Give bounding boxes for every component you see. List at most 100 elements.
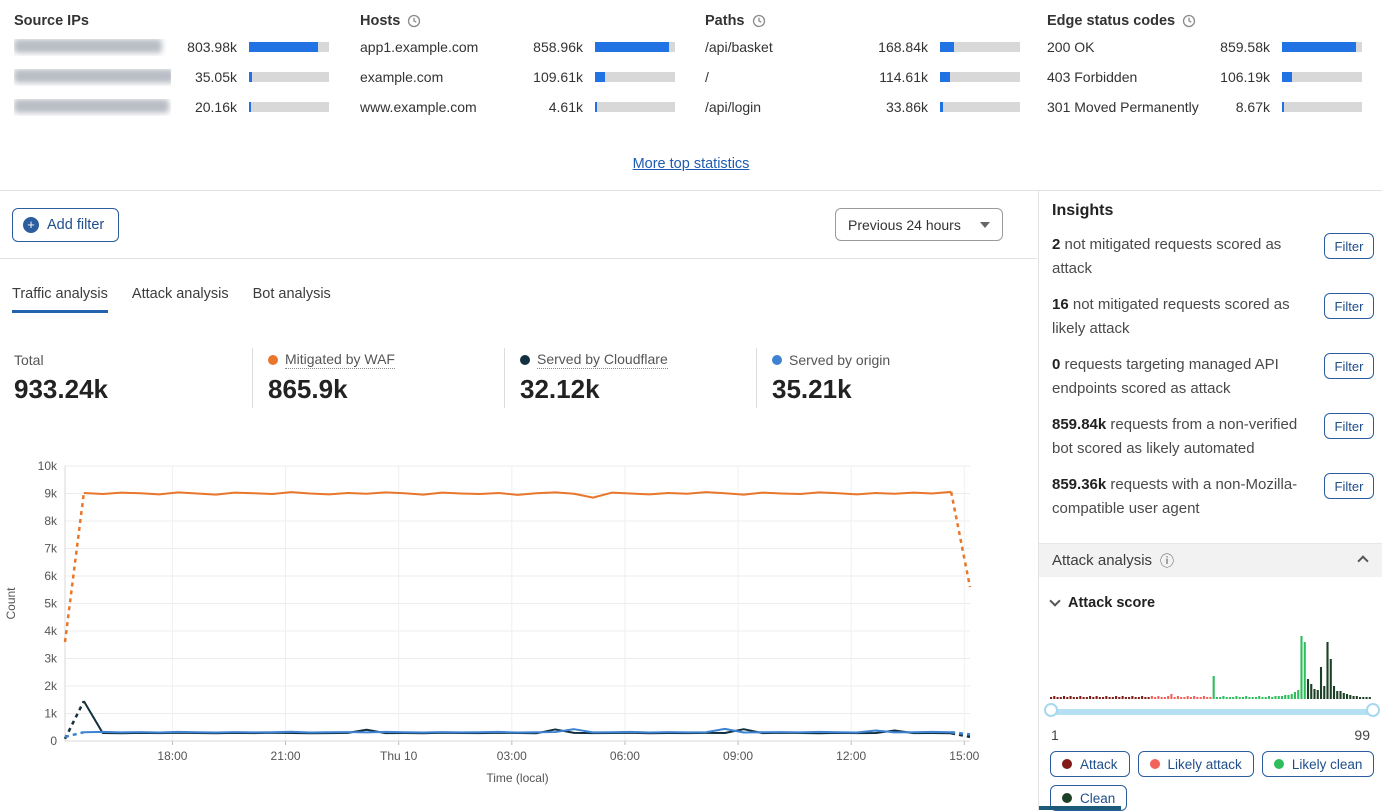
table-row: 20.16k (14, 92, 329, 122)
panel-paths: Paths /api/basket 168.84k / 114.61k /api… (705, 10, 1020, 122)
top-statistics-section: Source IPs 803.98k 35.05k 20.16k Hosts a… (0, 0, 1382, 172)
svg-text:15:00: 15:00 (949, 749, 979, 763)
info-icon[interactable]: ⓘ (1160, 552, 1175, 569)
svg-text:9k: 9k (44, 487, 58, 501)
svg-text:3k: 3k (44, 652, 58, 666)
table-row: app1.example.com 858.96k (360, 32, 675, 62)
stat-value: 859.58k (1220, 39, 1270, 55)
table-row: 35.05k (14, 62, 329, 92)
tabs-divider (0, 258, 1037, 259)
attack-score-legend: Attack Likely attack Likely clean Clean (1050, 751, 1375, 811)
svg-text:Thu 10: Thu 10 (380, 749, 418, 763)
insight-filter-button[interactable]: Filter (1324, 353, 1374, 379)
svg-text:06:00: 06:00 (610, 749, 640, 763)
slider-min-label: 1 (1051, 727, 1059, 743)
stat-value: 168.84k (878, 39, 928, 55)
stat-bar (249, 42, 329, 52)
panel-title: Source IPs (14, 13, 89, 29)
slider-handle-min[interactable] (1044, 703, 1058, 717)
section-divider (0, 190, 1382, 191)
slider-max-label: 99 (1354, 727, 1370, 743)
insight-item: 16 not mitigated requests scored as like… (1052, 293, 1374, 341)
redacted-source-ip (14, 38, 162, 53)
svg-text:09:00: 09:00 (723, 749, 753, 763)
stat-label: /api/login (705, 99, 762, 115)
tab-traffic-analysis[interactable]: Traffic analysis (12, 286, 108, 313)
redacted-source-ip (14, 68, 171, 83)
table-row: / 114.61k (705, 62, 1020, 92)
attack-score-section: Attack score (1049, 595, 1155, 611)
stat-mitigated-value: 865.9k (268, 374, 348, 404)
insight-count: 2 (1052, 236, 1061, 253)
analytics-main: + Add filter Previous 24 hours Traffic a… (0, 191, 1037, 810)
add-filter-button[interactable]: + Add filter (12, 208, 120, 242)
legend-button-likely-clean[interactable]: Likely clean (1261, 751, 1375, 777)
insight-item: 859.84k requests from a non-verified bot… (1052, 413, 1374, 461)
stat-label: app1.example.com (360, 39, 479, 55)
insight-item: 859.36k requests with a non-Mozilla-comp… (1052, 473, 1374, 521)
panel-source-ips: Source IPs 803.98k 35.05k 20.16k (14, 10, 329, 122)
insight-text: requests targeting managed API endpoints… (1052, 356, 1279, 397)
expand-chevron-down-icon[interactable] (1049, 595, 1061, 607)
time-range-select[interactable]: Previous 24 hours (835, 208, 1003, 241)
stat-divider (252, 348, 253, 408)
svg-text:03:00: 03:00 (497, 749, 527, 763)
svg-text:Count: Count (4, 587, 18, 620)
attack-dot (1062, 759, 1072, 769)
insight-count: 16 (1052, 296, 1069, 313)
svg-text:12:00: 12:00 (836, 749, 866, 763)
insight-item: 0 requests targeting managed API endpoin… (1052, 353, 1374, 401)
stat-label: 403 Forbidden (1047, 69, 1138, 85)
series-dot (268, 355, 278, 365)
stat-bar (595, 42, 675, 52)
redacted-source-ip (14, 98, 169, 113)
insight-text: requests from a non-verified bot scored … (1052, 416, 1298, 457)
tab-attack-analysis[interactable]: Attack analysis (131, 286, 229, 302)
stat-mitigated-by-waf: Mitigated by WAF 865.9k (268, 350, 503, 405)
stat-value: 8.67k (1235, 99, 1270, 115)
clipped-element-fragment (1039, 806, 1121, 810)
stat-served-by-cloudflare: Served by Cloudflare 32.12k (520, 350, 755, 405)
stat-served-cf-value: 32.12k (520, 374, 600, 404)
stat-bar (1282, 102, 1362, 112)
svg-text:18:00: 18:00 (157, 749, 187, 763)
insight-filter-button[interactable]: Filter (1324, 293, 1374, 319)
stat-served-origin-value: 35.21k (772, 374, 852, 404)
legend-button-likely-attack[interactable]: Likely attack (1137, 751, 1254, 777)
svg-text:21:00: 21:00 (271, 749, 301, 763)
svg-text:6k: 6k (44, 569, 58, 583)
insights-sidebar: Insights 2 not mitigated requests scored… (1038, 191, 1382, 811)
insight-filter-button[interactable]: Filter (1324, 473, 1374, 499)
svg-text:4k: 4k (44, 624, 58, 638)
more-top-statistics-link[interactable]: More top statistics (632, 156, 750, 172)
svg-text:5k: 5k (44, 597, 58, 611)
insight-filter-button[interactable]: Filter (1324, 413, 1374, 439)
stat-value: 20.16k (194, 99, 237, 115)
stat-divider (756, 348, 757, 408)
slider-handle-max[interactable] (1366, 703, 1380, 717)
legend-button-attack[interactable]: Attack (1050, 751, 1130, 777)
plus-icon: + (23, 217, 39, 233)
table-row: 803.98k (14, 32, 329, 62)
table-row: /api/basket 168.84k (705, 32, 1020, 62)
clock-icon (1182, 14, 1196, 28)
panel-edge-status-codes: Edge status codes 200 OK 859.58k 403 For… (1047, 10, 1362, 122)
svg-text:7k: 7k (44, 542, 58, 556)
summary-stats: Total 933.24k Mitigated by WAF 865.9k Se… (0, 346, 1037, 412)
table-row: 200 OK 859.58k (1047, 32, 1362, 62)
insight-count: 859.84k (1052, 416, 1107, 433)
insight-text: not mitigated requests scored as likely … (1052, 296, 1290, 337)
stat-label: /api/basket (705, 39, 773, 55)
stat-label: www.example.com (360, 99, 477, 115)
insight-count: 859.36k (1052, 476, 1107, 493)
stat-total-value: 933.24k (14, 374, 108, 404)
attack-score-range-slider (1044, 703, 1380, 717)
insights-title: Insights (1052, 202, 1114, 219)
tab-bot-analysis[interactable]: Bot analysis (252, 286, 331, 302)
stat-total: Total 933.24k (14, 350, 249, 405)
clean-dot (1062, 793, 1072, 803)
insight-filter-button[interactable]: Filter (1324, 233, 1374, 259)
clock-icon (752, 14, 765, 28)
stat-label: 301 Moved Permanently (1047, 99, 1199, 115)
collapse-chevron-up-icon[interactable] (1357, 554, 1369, 567)
